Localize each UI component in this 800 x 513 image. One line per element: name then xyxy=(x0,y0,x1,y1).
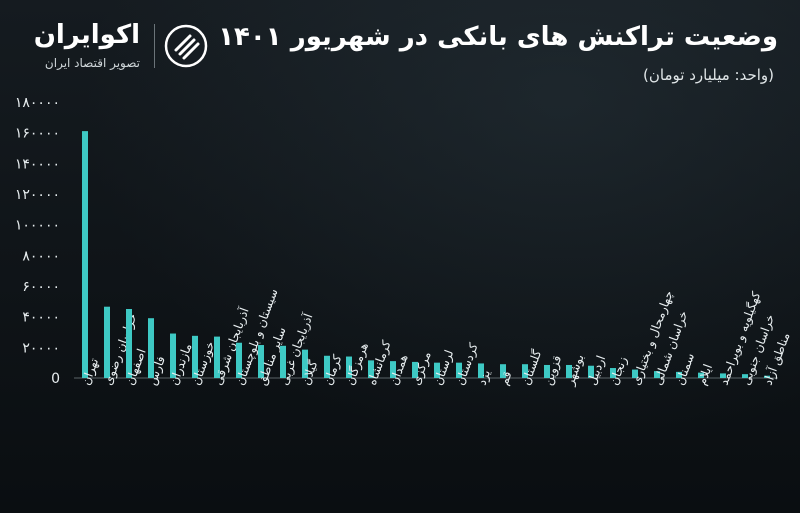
x-tick-label: سمنان xyxy=(673,351,697,387)
ecoiran-logo-icon xyxy=(164,24,208,68)
bar xyxy=(610,368,616,378)
bar xyxy=(478,363,484,378)
bar xyxy=(126,309,132,378)
bar xyxy=(82,131,88,378)
y-tick-label: ۲۰۰۰۰ xyxy=(22,340,60,356)
bar xyxy=(500,364,506,378)
bar xyxy=(456,362,462,378)
x-tick-label: ایلام xyxy=(695,362,715,387)
bar xyxy=(236,342,242,378)
bar xyxy=(676,371,682,378)
y-tick-label: ۱۲۰۰۰۰ xyxy=(15,187,60,203)
brand-logo: اکوایران تصویر اقتصاد ایران xyxy=(30,18,208,78)
bar xyxy=(346,356,352,378)
bar xyxy=(302,349,308,378)
bar xyxy=(258,345,264,378)
brand-tagline: تصویر اقتصاد ایران xyxy=(44,56,140,70)
bar xyxy=(434,362,440,378)
chart-unit-subtitle: (واحد: میلیارد تومان) xyxy=(643,66,774,84)
bar xyxy=(214,336,220,378)
brand-name: اکوایران xyxy=(33,20,140,50)
bar xyxy=(544,364,550,378)
chart-title: وضعیت تراکنش های بانکی در شهریور ۱۴۰۱ xyxy=(218,22,778,52)
bar xyxy=(390,361,396,378)
y-tick-label: ۱۰۰۰۰۰ xyxy=(15,218,60,234)
bar xyxy=(368,360,374,378)
y-tick-label: ۴۰۰۰۰ xyxy=(22,310,60,326)
x-tick-label: قزوین xyxy=(541,353,566,387)
y-tick-label: ۶۰۰۰۰ xyxy=(22,279,60,295)
bar xyxy=(720,373,726,378)
y-tick-label: ۱۶۰۰۰۰ xyxy=(15,126,60,142)
y-tick-label: ۸۰۰۰۰ xyxy=(22,248,60,264)
bar xyxy=(654,371,660,378)
bar xyxy=(192,335,198,378)
y-tick-label: ۱۸۰۰۰۰ xyxy=(15,95,60,111)
bar xyxy=(280,345,286,378)
bar xyxy=(148,318,154,378)
bar xyxy=(698,372,704,378)
bar xyxy=(522,364,528,378)
bar xyxy=(632,369,638,378)
bar xyxy=(170,333,176,378)
bar xyxy=(764,375,770,378)
bar xyxy=(412,361,418,378)
x-tick-label: همدان xyxy=(387,352,411,387)
x-tick-label: قم xyxy=(497,369,515,387)
bar xyxy=(588,365,594,378)
x-tick-label: یزد xyxy=(475,368,494,388)
x-tick-label: گیلان xyxy=(299,358,321,387)
y-tick-label: ۱۴۰۰۰۰ xyxy=(15,156,60,172)
x-tick-label: زنجان xyxy=(607,354,631,387)
bar xyxy=(742,374,748,378)
bar xyxy=(324,355,330,378)
x-tick-label: اردبیل xyxy=(585,354,610,388)
y-tick-label: 0 xyxy=(51,371,60,387)
bar xyxy=(566,364,572,378)
bar xyxy=(104,306,110,378)
logo-divider xyxy=(154,24,155,68)
